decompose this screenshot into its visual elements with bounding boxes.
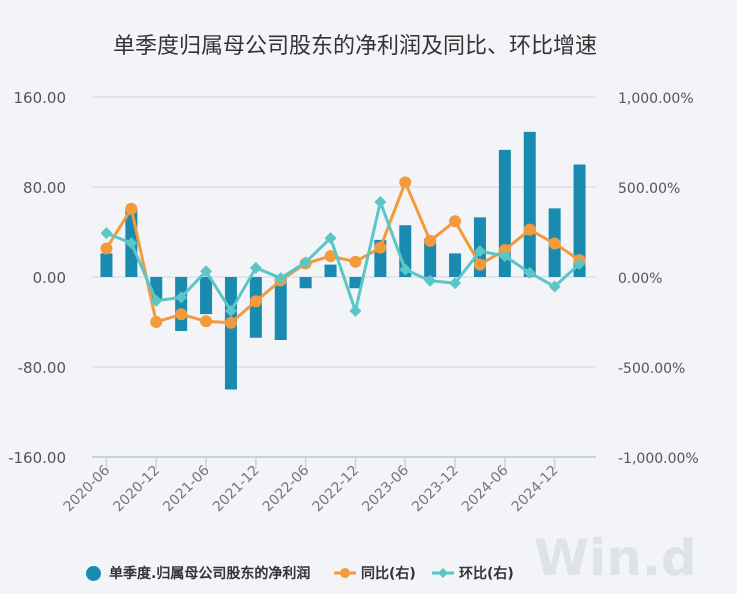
point-yoy — [249, 295, 262, 308]
bar-net-profit — [573, 164, 586, 277]
legend-label: 单季度.归属母公司股东的净利润 — [109, 566, 311, 582]
x-axis-tick-label: 2023-06 — [359, 462, 412, 515]
bar-net-profit — [324, 264, 337, 277]
left-axis-tick-label: 160.00 — [14, 89, 67, 107]
left-axis-tick-label: 0.00 — [33, 269, 66, 287]
right-axis-tick-label: -1,000.00% — [618, 451, 699, 467]
legend-line-swatch-icon — [432, 568, 454, 578]
bar-net-profit — [200, 277, 213, 315]
point-yoy — [548, 237, 561, 250]
point-qoq — [548, 280, 561, 293]
bar-net-profit — [100, 253, 113, 277]
legend: 单季度.归属母公司股东的净利润 同比(右) 环比(右) — [0, 563, 520, 585]
point-yoy — [349, 255, 362, 268]
x-axis-tick-label: 2022-12 — [310, 463, 363, 516]
legend-item-qoq[interactable]: 环比(右) — [432, 563, 514, 583]
x-axis-tick-label: 2020-12 — [110, 463, 163, 516]
bar-net-profit — [175, 277, 188, 331]
point-qoq — [150, 294, 163, 307]
right-axis-tick-label: 500.00% — [618, 181, 680, 197]
point-yoy — [224, 316, 237, 329]
point-qoq — [449, 277, 462, 290]
left-axis-tick-label: -160.00 — [8, 449, 66, 467]
point-yoy — [498, 244, 511, 256]
point-yoy — [399, 176, 412, 189]
right-axis-tick-label: 0.00% — [618, 271, 662, 287]
point-yoy — [424, 234, 437, 247]
x-axis-tick-label: 2020-06 — [61, 462, 114, 515]
bar-net-profit — [224, 277, 237, 390]
point-yoy — [125, 202, 138, 215]
left-axis-tick-label: -80.00 — [18, 359, 66, 377]
point-qoq — [224, 304, 237, 317]
x-axis-tick-label: 2024-06 — [459, 462, 512, 515]
watermark-logo: Win.d — [534, 529, 697, 587]
legend-label: 环比(右) — [459, 566, 514, 582]
legend-item-yoy[interactable]: 同比(右) — [334, 563, 416, 583]
point-qoq — [399, 263, 412, 276]
point-yoy — [473, 258, 486, 271]
legend-line-swatch-icon — [334, 568, 356, 578]
bar-net-profit — [449, 253, 462, 277]
point-qoq — [573, 257, 586, 270]
point-qoq — [473, 245, 486, 258]
right-axis-tick-label: -500.00% — [618, 361, 685, 377]
point-qoq — [424, 274, 437, 287]
x-axis-tick-label: 2022-06 — [260, 462, 313, 515]
point-qoq — [349, 304, 362, 317]
point-qoq — [299, 256, 312, 269]
bar-net-profit — [349, 277, 362, 289]
x-axis-tick-label: 2021-06 — [160, 462, 213, 515]
point-yoy — [324, 250, 337, 263]
point-yoy — [175, 308, 188, 321]
left-axis-tick-label: 80.00 — [23, 179, 66, 197]
bar-net-profit — [274, 277, 287, 340]
legend-item-net-profit[interactable]: 单季度.归属母公司股东的净利润 — [86, 563, 310, 583]
point-qoq — [324, 232, 337, 245]
point-qoq — [374, 195, 387, 208]
point-qoq — [200, 265, 213, 278]
point-yoy — [523, 223, 536, 236]
legend-label: 同比(右) — [361, 566, 416, 582]
x-axis-tick-label: 2023-12 — [409, 463, 462, 516]
point-qoq — [100, 227, 113, 240]
point-yoy — [449, 215, 462, 228]
chart-title: 单季度归属母公司股东的净利润及同比、环比增速 — [112, 34, 597, 59]
x-axis-tick-label: 2021-12 — [210, 463, 263, 516]
point-qoq — [175, 291, 188, 304]
point-yoy — [374, 241, 387, 254]
right-axis-tick-label: 1,000.00% — [618, 91, 694, 107]
bar-net-profit — [249, 277, 262, 338]
legend-bar-swatch — [86, 565, 101, 581]
point-qoq — [523, 266, 536, 279]
point-yoy — [200, 315, 213, 328]
point-qoq — [498, 250, 511, 263]
bar-net-profit — [424, 238, 437, 277]
point-qoq — [125, 237, 138, 250]
x-axis-tick-label: 2024-12 — [509, 463, 562, 516]
point-qoq — [274, 272, 287, 285]
bar-net-profit — [299, 277, 312, 289]
bar-net-profit — [523, 131, 536, 277]
point-qoq — [249, 261, 262, 274]
point-yoy — [100, 242, 113, 255]
point-yoy — [150, 316, 163, 328]
